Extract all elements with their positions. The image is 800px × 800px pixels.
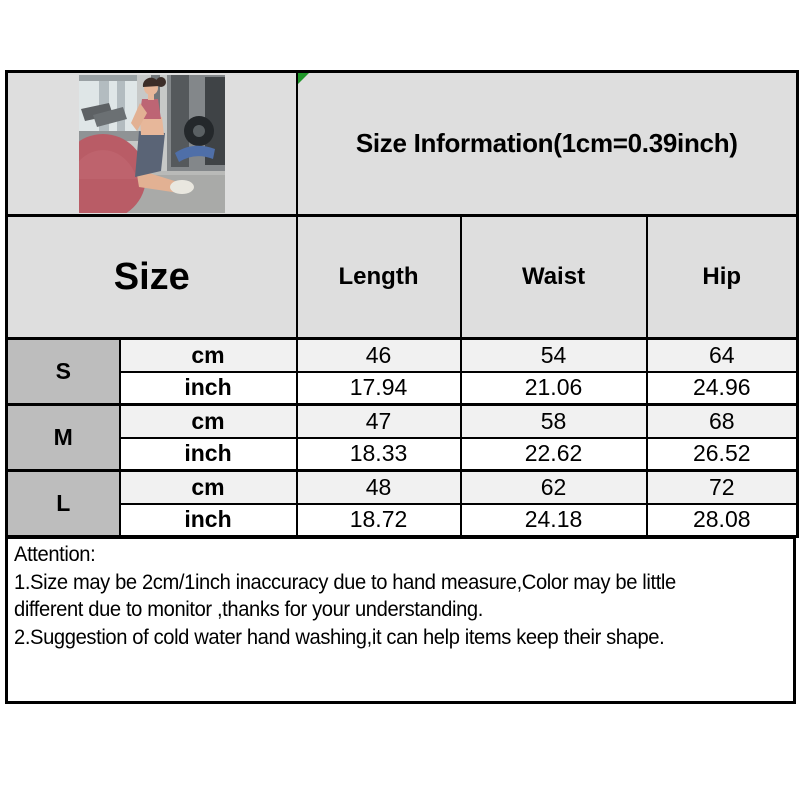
value-cell: 28.08: [645, 502, 799, 538]
size-label-l: L: [5, 469, 121, 538]
size-info-title-cell: Size Information(1cm=0.39inch): [295, 70, 799, 217]
value-cell: 18.72: [295, 502, 462, 538]
attention-line: different due to monitor ,thanks for you…: [14, 598, 483, 621]
value-cell: 72: [645, 469, 799, 505]
value-cell: 22.62: [459, 436, 648, 472]
table-row-m-cm: M cm 47 58 68: [5, 403, 799, 472]
unit-label-cm: cm: [118, 469, 298, 505]
size-chart-sheet: Size Information(1cm=0.39inch) Size Leng…: [5, 70, 799, 704]
table-row-s-cm: S cm 46 54 64: [5, 337, 799, 406]
table-row-m-inch: inch 18.33 22.62 26.52: [7, 436, 799, 472]
value-cell: 21.06: [459, 370, 648, 406]
attention-heading: Attention:: [14, 543, 96, 566]
col-header-hip: Hip: [645, 214, 799, 340]
product-photo-cell: [5, 70, 298, 217]
attention-text: Attention: 1.Size may be 2cm/1inch inacc…: [14, 541, 786, 651]
unit-label-inch: inch: [118, 436, 298, 472]
value-cell: 24.96: [645, 370, 799, 406]
unit-label-inch: inch: [118, 502, 298, 538]
size-chart-table: Size Information(1cm=0.39inch) Size Leng…: [5, 70, 799, 538]
value-cell: 54: [459, 337, 648, 373]
value-cell: 24.18: [459, 502, 648, 538]
value-cell: 26.52: [645, 436, 799, 472]
size-info-title: Size Information(1cm=0.39inch): [355, 128, 738, 158]
unit-label-cm: cm: [118, 337, 298, 373]
cell-corner-marker-icon: [298, 73, 309, 84]
size-label-s: S: [5, 337, 121, 406]
attention-box: Attention: 1.Size may be 2cm/1inch inacc…: [5, 536, 796, 704]
table-row-l-inch: inch 18.72 24.18 28.08: [7, 502, 799, 538]
photo-title-row: Size Information(1cm=0.39inch): [5, 70, 799, 217]
col-header-waist: Waist: [459, 214, 648, 340]
value-cell: 68: [645, 403, 799, 439]
col-header-length: Length: [295, 214, 462, 340]
unit-label-inch: inch: [118, 370, 298, 406]
attention-line: 2.Suggestion of cold water hand washing,…: [14, 625, 665, 649]
product-photo: [78, 74, 225, 213]
table-row-l-cm: L cm 48 62 72: [5, 469, 799, 538]
value-cell: 48: [295, 469, 462, 505]
size-label-m: M: [5, 403, 121, 472]
value-cell: 18.33: [295, 436, 462, 472]
value-cell: 47: [295, 403, 462, 439]
size-header-cell: Size: [5, 214, 298, 340]
value-cell: 62: [459, 469, 648, 505]
value-cell: 17.94: [295, 370, 462, 406]
column-header-row: Size Length Waist Hip: [5, 214, 799, 340]
value-cell: 46: [295, 337, 462, 373]
attention-line: 1.Size may be 2cm/1inch inaccuracy due t…: [14, 570, 676, 594]
value-cell: 58: [459, 403, 648, 439]
unit-label-cm: cm: [118, 403, 298, 439]
table-row-s-inch: inch 17.94 21.06 24.96: [7, 370, 799, 406]
value-cell: 64: [645, 337, 799, 373]
